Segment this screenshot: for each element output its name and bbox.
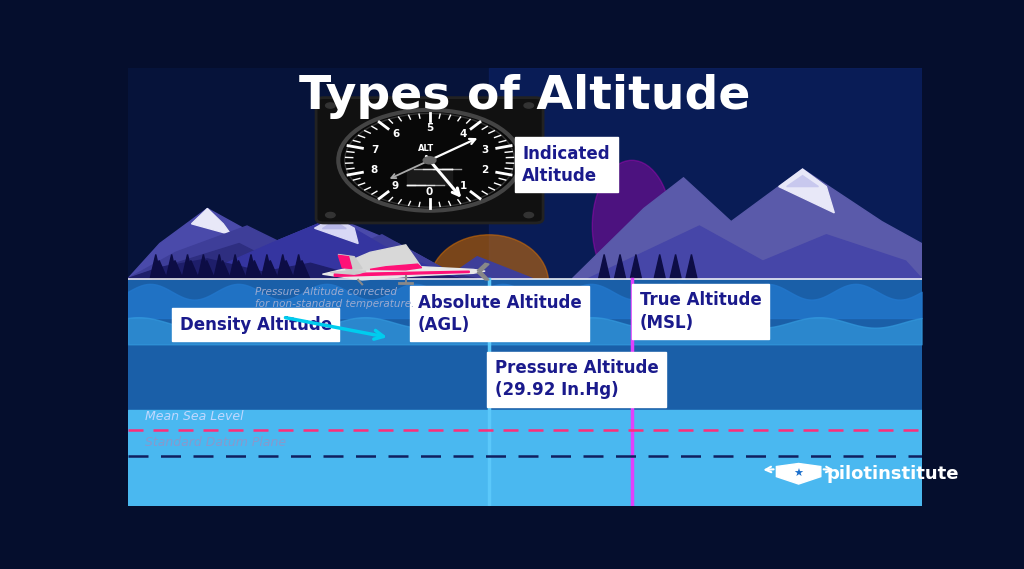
Text: 4: 4 [460, 129, 467, 139]
Text: ALT: ALT [418, 143, 434, 152]
Polygon shape [128, 208, 461, 279]
Polygon shape [198, 254, 209, 279]
Polygon shape [588, 226, 922, 279]
Polygon shape [153, 261, 167, 279]
Polygon shape [314, 217, 358, 244]
Text: 9: 9 [392, 181, 399, 191]
Polygon shape [280, 261, 294, 279]
Polygon shape [229, 254, 241, 279]
Polygon shape [408, 169, 452, 185]
Circle shape [338, 110, 521, 211]
Polygon shape [631, 254, 641, 279]
Text: Pressure Altitude corrected
for non-standard temperature.: Pressure Altitude corrected for non-stan… [255, 287, 415, 309]
Polygon shape [151, 254, 162, 279]
Text: Absolute Altitude
(AGL): Absolute Altitude (AGL) [418, 294, 582, 334]
Text: Standard Datum Plane: Standard Datum Plane [145, 436, 287, 450]
Polygon shape [323, 221, 346, 229]
Text: pilotinstitute: pilotinstitute [826, 464, 958, 483]
Polygon shape [334, 271, 469, 277]
Text: 1: 1 [460, 181, 467, 191]
FancyBboxPatch shape [316, 98, 543, 223]
Bar [128, 68, 922, 283]
Polygon shape [200, 261, 214, 279]
Polygon shape [331, 271, 367, 274]
Polygon shape [293, 254, 304, 279]
Polygon shape [778, 169, 835, 213]
Bar [128, 410, 922, 506]
Text: 3: 3 [481, 146, 488, 155]
Bar [489, 68, 922, 279]
Text: ★: ★ [794, 468, 804, 479]
Text: 7: 7 [371, 146, 378, 155]
Ellipse shape [430, 235, 549, 331]
Polygon shape [216, 261, 230, 279]
Polygon shape [168, 261, 182, 279]
Polygon shape [614, 254, 626, 279]
Polygon shape [263, 261, 278, 279]
Polygon shape [477, 271, 489, 280]
Text: 0: 0 [426, 187, 433, 197]
Polygon shape [278, 254, 289, 279]
Polygon shape [477, 263, 489, 271]
Polygon shape [248, 261, 262, 279]
Text: Mean Sea Level: Mean Sea Level [145, 410, 244, 423]
Polygon shape [295, 261, 309, 279]
Polygon shape [338, 254, 362, 270]
Text: Density Altitude: Density Altitude [179, 316, 332, 333]
Polygon shape [128, 259, 367, 279]
Text: 5: 5 [426, 123, 433, 133]
Text: Pressure Altitude
(29.92 In.Hg): Pressure Altitude (29.92 In.Hg) [495, 359, 658, 399]
Ellipse shape [592, 160, 672, 292]
Polygon shape [599, 254, 609, 279]
Polygon shape [128, 244, 477, 279]
Circle shape [524, 103, 534, 108]
Polygon shape [776, 464, 821, 484]
Polygon shape [246, 254, 257, 279]
Polygon shape [338, 255, 352, 269]
Polygon shape [350, 265, 461, 279]
Circle shape [326, 103, 335, 108]
Text: True Altitude
(MSL): True Altitude (MSL) [640, 291, 762, 332]
Polygon shape [445, 257, 532, 279]
Polygon shape [191, 217, 461, 279]
Polygon shape [342, 245, 422, 270]
Text: 2: 2 [481, 165, 488, 175]
Polygon shape [184, 261, 199, 279]
Text: 8: 8 [371, 165, 378, 175]
Polygon shape [128, 226, 461, 279]
Text: Indicated
Altitude: Indicated Altitude [522, 145, 610, 185]
Circle shape [423, 157, 436, 164]
Polygon shape [572, 169, 922, 279]
Polygon shape [670, 254, 681, 279]
Polygon shape [214, 254, 225, 279]
Polygon shape [191, 208, 231, 235]
Polygon shape [786, 176, 818, 187]
Bar [128, 279, 922, 506]
Circle shape [524, 212, 534, 218]
Polygon shape [686, 254, 697, 279]
Polygon shape [166, 254, 177, 279]
Polygon shape [654, 254, 666, 279]
Text: Types of Altitude: Types of Altitude [299, 75, 751, 119]
Circle shape [326, 212, 335, 218]
Polygon shape [182, 254, 194, 279]
Text: 6: 6 [392, 129, 399, 139]
Polygon shape [231, 261, 246, 279]
Polygon shape [323, 267, 485, 280]
Polygon shape [261, 254, 272, 279]
Polygon shape [370, 264, 422, 270]
